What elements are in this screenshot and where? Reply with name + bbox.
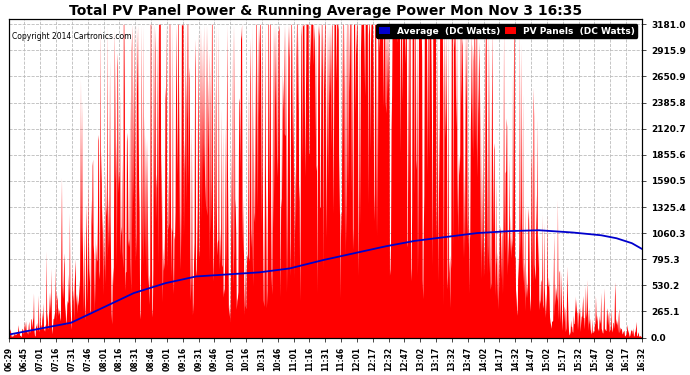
Text: Copyright 2014 Cartronics.com: Copyright 2014 Cartronics.com [12,32,131,41]
Legend: Average  (DC Watts), PV Panels  (DC Watts): Average (DC Watts), PV Panels (DC Watts) [376,24,638,38]
Title: Total PV Panel Power & Running Average Power Mon Nov 3 16:35: Total PV Panel Power & Running Average P… [69,4,582,18]
